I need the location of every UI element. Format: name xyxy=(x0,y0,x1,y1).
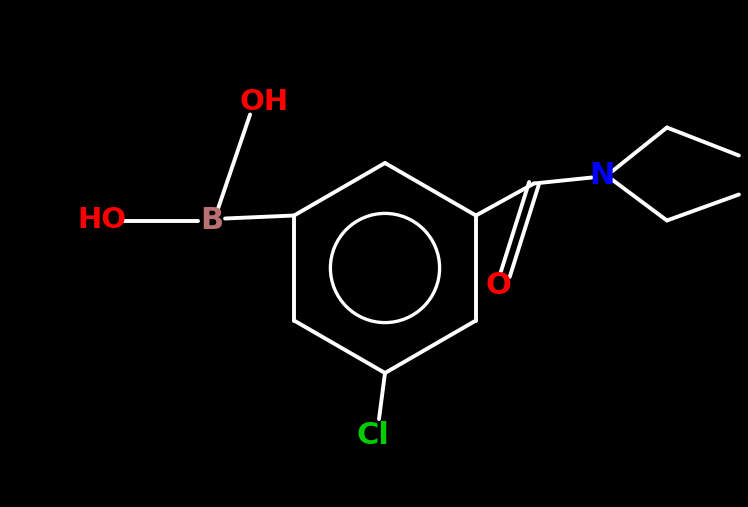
Text: Cl: Cl xyxy=(357,420,390,450)
Text: HO: HO xyxy=(78,206,126,235)
Text: OH: OH xyxy=(239,89,289,117)
Text: O: O xyxy=(486,271,512,300)
Text: B: B xyxy=(200,206,224,235)
Text: N: N xyxy=(589,161,615,190)
